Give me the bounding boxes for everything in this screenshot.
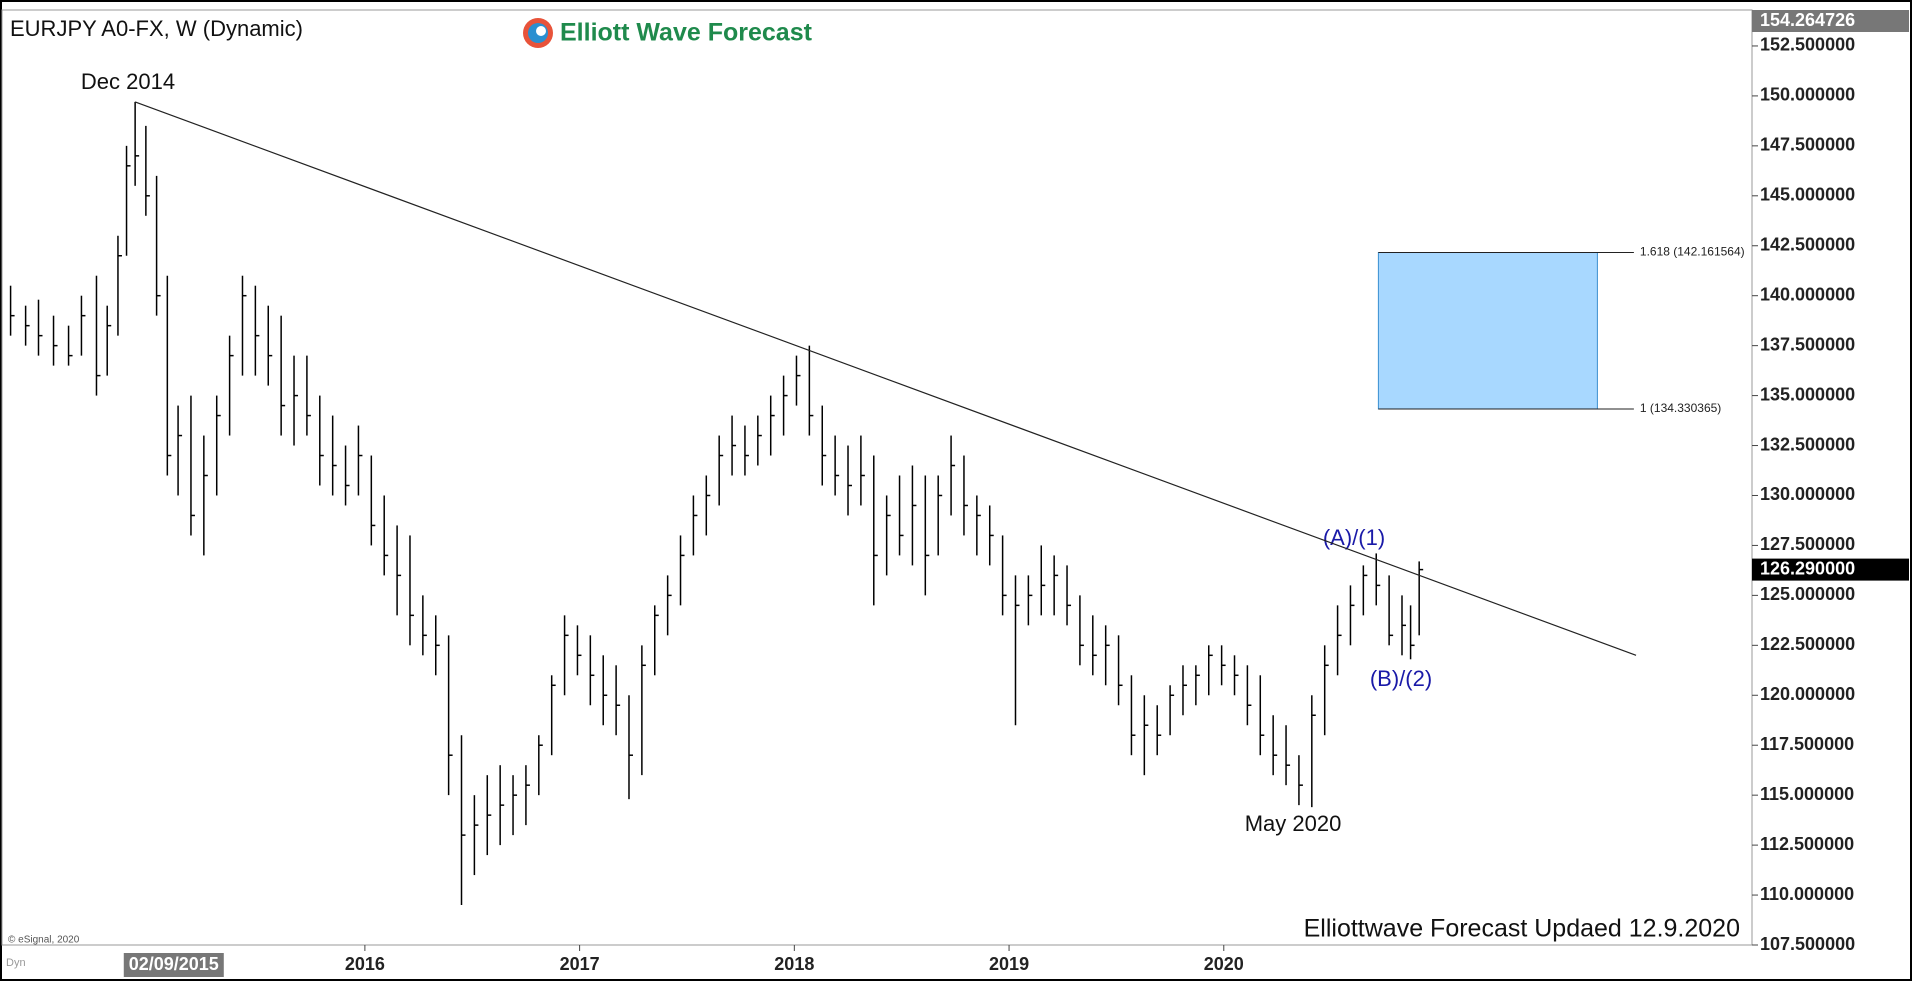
- x-tick-label: 2017: [560, 954, 600, 974]
- y-tick-label: 142.500000: [1760, 234, 1855, 254]
- y-tick-label: 127.500000: [1760, 534, 1855, 554]
- logo-text: Elliott Wave Forecast: [560, 19, 813, 47]
- y-tick-label: 122.500000: [1760, 634, 1855, 654]
- logo: Elliott Wave Forecast: [523, 18, 813, 48]
- y-tick-label: 145.000000: [1760, 185, 1855, 205]
- last-price-label: 126.290000: [1760, 558, 1855, 578]
- top-price-label: 154.264726: [1760, 10, 1855, 30]
- fib-label: 1.618 (142.161564): [1640, 245, 1745, 259]
- y-tick-label: 110.000000: [1760, 884, 1854, 904]
- x-tick-label: 2019: [989, 954, 1029, 974]
- y-tick-label: 117.500000: [1760, 734, 1854, 754]
- copyright: © eSignal, 2020: [8, 935, 80, 946]
- mode-label: Dyn: [6, 957, 26, 969]
- x-tick-label: 2016: [345, 954, 385, 974]
- trendline: [134, 101, 1637, 656]
- logo-icon-core: [536, 26, 546, 36]
- y-tick-label: 112.500000: [1760, 834, 1854, 854]
- x-tick-label: 2018: [774, 954, 814, 974]
- y-tick-label: 125.000000: [1760, 584, 1855, 604]
- y-tick-label: 107.500000: [1760, 934, 1855, 954]
- footer: Elliottwave Forecast Updaed 12.9.2020: [1304, 915, 1740, 943]
- chart-title: EURJPY A0-FX, W (Dynamic): [10, 16, 303, 41]
- y-tick-label: 152.500000: [1760, 35, 1855, 55]
- x-tick-label: 2020: [1204, 954, 1244, 974]
- y-tick-label: 130.000000: [1760, 484, 1855, 504]
- y-tick-label: 147.500000: [1760, 135, 1855, 155]
- cursor-label-bg: [123, 953, 224, 977]
- fib-label: 1 (134.330365): [1640, 401, 1721, 415]
- y-tick-label: 120.000000: [1760, 684, 1855, 704]
- annotation: Dec 2014: [81, 69, 175, 94]
- annotation: (A)/(1): [1323, 525, 1385, 550]
- top-price-bg: [1752, 10, 1909, 32]
- y-tick-label: 132.500000: [1760, 434, 1855, 454]
- annotation: May 2020: [1245, 811, 1342, 836]
- y-tick-label: 150.000000: [1760, 85, 1855, 105]
- y-tick-label: 135.000000: [1760, 384, 1855, 404]
- plot-frame: [1, 9, 1753, 946]
- y-tick-label: 137.500000: [1760, 334, 1855, 354]
- y-tick-label: 140.000000: [1760, 284, 1855, 304]
- fib-box: [1377, 252, 1598, 410]
- y-tick-label: 115.000000: [1760, 784, 1854, 804]
- annotation: (B)/(2): [1370, 666, 1432, 691]
- last-price-bg: [1752, 558, 1909, 581]
- cursor-label: 02/09/2015: [129, 954, 219, 974]
